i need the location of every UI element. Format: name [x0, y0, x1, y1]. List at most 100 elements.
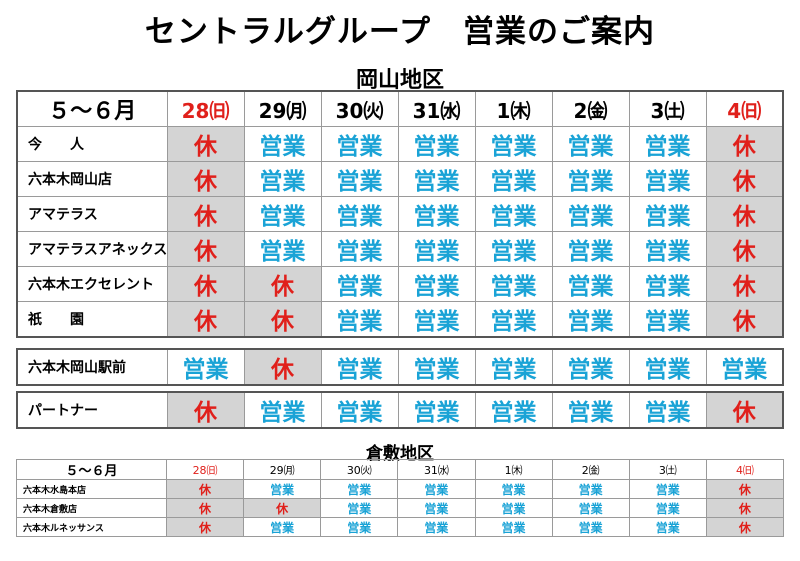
open-cell: 営業 [628, 348, 707, 386]
day-header: 2㈮ [551, 459, 630, 480]
open-cell: 営業 [705, 348, 784, 386]
open-cell: 営業 [397, 266, 476, 302]
open-cell: 営業 [628, 161, 707, 197]
day-header: 30㈫ [320, 90, 399, 127]
open-cell: 営業 [628, 517, 707, 537]
open-cell: 営業 [628, 498, 707, 518]
store-row: アマテラスアネックス休営業 営業 営業 営業 営業 営業休 [16, 231, 784, 267]
store-row: 六本木岡山駅前 営業休営業 営業 営業 営業 営業 営業 [16, 348, 784, 386]
open-cell: 営業 [243, 161, 322, 197]
open-cell: 営業 [320, 517, 399, 537]
open-cell: 営業 [551, 348, 630, 386]
closed-cell: 休 [705, 479, 785, 499]
closed-cell: 休 [705, 126, 784, 162]
period-label: ５～６月 [16, 459, 167, 480]
open-cell: 営業 [474, 479, 553, 499]
day-header: 1㈭ [474, 459, 553, 480]
open-cell: 営業 [628, 301, 707, 338]
open-cell: 営業 [474, 266, 553, 302]
region-title-okayama: 岡山地区 [355, 67, 444, 93]
open-cell: 営業 [551, 161, 630, 197]
store-name: 六本木岡山店 [16, 161, 168, 197]
okayama-station-table: 六本木岡山駅前 営業休営業 営業 営業 営業 営業 営業 [16, 348, 784, 386]
closed-cell: 休 [166, 301, 245, 338]
open-cell: 営業 [243, 517, 322, 537]
closed-cell: 休 [243, 498, 322, 518]
open-cell: 営業 [320, 301, 399, 338]
day-header: 2㈮ [551, 90, 630, 127]
store-name: 今 人 [16, 126, 168, 162]
open-cell: 営業 [551, 498, 630, 518]
day-header: 29㈪ [243, 90, 322, 127]
open-cell: 営業 [474, 517, 553, 537]
open-cell: 営業 [166, 348, 245, 386]
day-header: 30㈫ [320, 459, 399, 480]
closed-cell: 休 [243, 348, 322, 386]
day-header: 3㈯ [628, 459, 707, 480]
closed-cell: 休 [705, 161, 784, 197]
header-row: ５～６月 28㈰ 29㈪ 30㈫ 31㈬ 1㈭ 2㈮ 3㈯ 4㈰ [16, 90, 784, 127]
open-cell: 営業 [628, 126, 707, 162]
closed-cell: 休 [705, 301, 784, 338]
open-cell: 営業 [474, 498, 553, 518]
store-name: 六本木岡山駅前 [16, 348, 168, 386]
day-header: 31㈬ [397, 90, 476, 127]
open-cell: 営業 [320, 196, 399, 232]
open-cell: 営業 [243, 196, 322, 232]
open-cell: 営業 [397, 479, 476, 499]
store-row: パートナー休営業 営業 営業 営業 営業 営業休 [16, 391, 784, 429]
store-name: パートナー [16, 391, 168, 429]
store-row: 六本木岡山店休営業 営業 営業 営業 営業 営業休 [16, 161, 784, 197]
store-name: 六本木エクセレント [16, 266, 168, 302]
open-cell: 営業 [551, 196, 630, 232]
open-cell: 営業 [628, 266, 707, 302]
open-cell: 営業 [551, 231, 630, 267]
open-cell: 営業 [474, 231, 553, 267]
open-cell: 営業 [397, 498, 476, 518]
closed-cell: 休 [165, 498, 245, 518]
day-header: 31㈬ [397, 459, 476, 480]
open-cell: 営業 [320, 391, 399, 429]
open-cell: 営業 [551, 517, 630, 537]
closed-cell: 休 [166, 196, 245, 232]
header-row: ５～６月 28㈰ 29㈪ 30㈫ 31㈬ 1㈭ 2㈮ 3㈯ 4㈰ [16, 459, 785, 480]
open-cell: 営業 [628, 231, 707, 267]
open-cell: 営業 [628, 479, 707, 499]
open-cell: 営業 [397, 301, 476, 338]
open-cell: 営業 [397, 161, 476, 197]
store-name: 六本木倉敷店 [16, 498, 167, 518]
day-header: 28㈰ [165, 459, 245, 480]
open-cell: 営業 [551, 391, 630, 429]
closed-cell: 休 [166, 126, 245, 162]
day-header: 4㈰ [705, 90, 784, 127]
open-cell: 営業 [243, 479, 322, 499]
open-cell: 営業 [320, 348, 399, 386]
open-cell: 営業 [551, 126, 630, 162]
open-cell: 営業 [320, 266, 399, 302]
closed-cell: 休 [166, 161, 245, 197]
day-header: 1㈭ [474, 90, 553, 127]
partner-table: パートナー休営業 営業 営業 営業 営業 営業休 [16, 391, 784, 429]
closed-cell: 休 [165, 517, 245, 537]
store-name: アマテラス [16, 196, 168, 232]
closed-cell: 休 [705, 266, 784, 302]
day-header: 3㈯ [628, 90, 707, 127]
store-name: アマテラスアネックス [16, 231, 168, 267]
open-cell: 営業 [474, 391, 553, 429]
day-header: 4㈰ [705, 459, 785, 480]
closed-cell: 休 [705, 196, 784, 232]
open-cell: 営業 [474, 161, 553, 197]
open-cell: 営業 [474, 126, 553, 162]
open-cell: 営業 [243, 126, 322, 162]
closed-cell: 休 [705, 498, 785, 518]
open-cell: 営業 [397, 348, 476, 386]
period-label: ５～６月 [16, 90, 168, 127]
store-row: 今 人休営業 営業 営業 営業 営業 営業休 [16, 126, 784, 162]
store-name: 六本木水島本店 [16, 479, 167, 499]
open-cell: 営業 [628, 196, 707, 232]
store-row: 六本木ルネッサンス休営業 営業 営業 営業 営業 営業休 [16, 517, 785, 537]
store-row: 六本木倉敷店休休営業 営業 営業 営業 営業休 [16, 498, 785, 518]
open-cell: 営業 [397, 231, 476, 267]
store-name: 祇 園 [16, 301, 168, 338]
store-row: 六本木エクセレント休休営業 営業 営業 営業 営業休 [16, 266, 784, 302]
